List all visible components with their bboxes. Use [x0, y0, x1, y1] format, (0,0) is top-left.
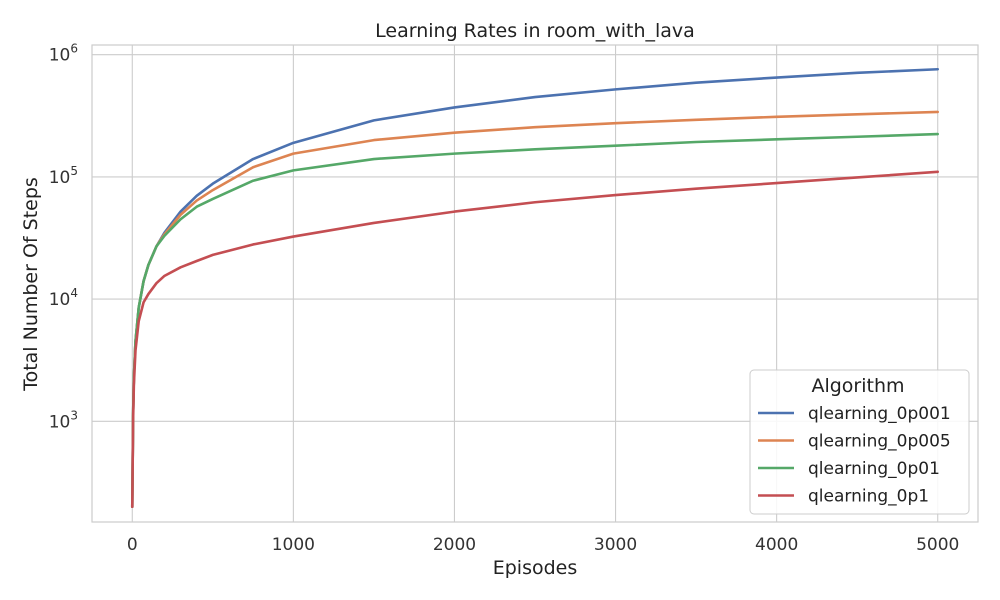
legend-items: qlearning_0p001 qlearning_0p005 qlearning_… [758, 404, 951, 507]
series-line-qlearning_0p1 [130, 170, 940, 509]
x-tick-label: 0 [127, 535, 138, 555]
y-tick-exponent: 6 [70, 42, 78, 56]
x-axis-label: Episodes [493, 557, 578, 579]
legend-label: qlearning_0p01 [808, 459, 940, 479]
legend-item: qlearning_0p01 [758, 459, 940, 479]
y-tick-exponent: 3 [70, 408, 78, 422]
plot-frame [91, 44, 979, 523]
y-tick-base: 10 [49, 412, 71, 432]
y-tick-base: 10 [49, 168, 71, 188]
legend-item: qlearning_0p1 [758, 487, 929, 507]
x-tick-label: 2000 [433, 535, 476, 555]
x-tick-label: 1000 [272, 535, 315, 555]
series-layer [130, 67, 940, 509]
legend-item: qlearning_0p001 [758, 404, 951, 424]
legend-title: Algorithm [811, 375, 904, 397]
x-tick-label: 4000 [755, 535, 798, 555]
y-tick-label: 104 [49, 286, 78, 310]
chart-title: Learning Rates in room_with_lava [375, 20, 695, 42]
y-tick-base: 10 [49, 290, 71, 310]
y-tick-label: 103 [49, 408, 78, 432]
y-tick-base: 10 [49, 46, 71, 66]
y-axis-label: Total Number Of Steps [20, 177, 42, 392]
x-tick-label: 5000 [916, 535, 959, 555]
legend-label: qlearning_0p001 [808, 404, 951, 424]
y-tick-label: 106 [49, 42, 78, 66]
x-tick-label: 3000 [594, 535, 637, 555]
legend-label: qlearning_0p005 [808, 432, 951, 452]
legend-label: qlearning_0p1 [808, 487, 929, 507]
y-tick-label: 105 [49, 164, 78, 188]
x-tick-labels: 0 1000 2000 3000 4000 5000 [127, 535, 960, 555]
y-tick-exponent: 4 [70, 286, 78, 300]
legend-item: qlearning_0p005 [758, 432, 951, 452]
y-tick-exponent: 5 [70, 164, 78, 178]
legend: Algorithm qlearning_0p001 qlearning_0p005… [749, 369, 970, 515]
legend-box [749, 369, 970, 515]
